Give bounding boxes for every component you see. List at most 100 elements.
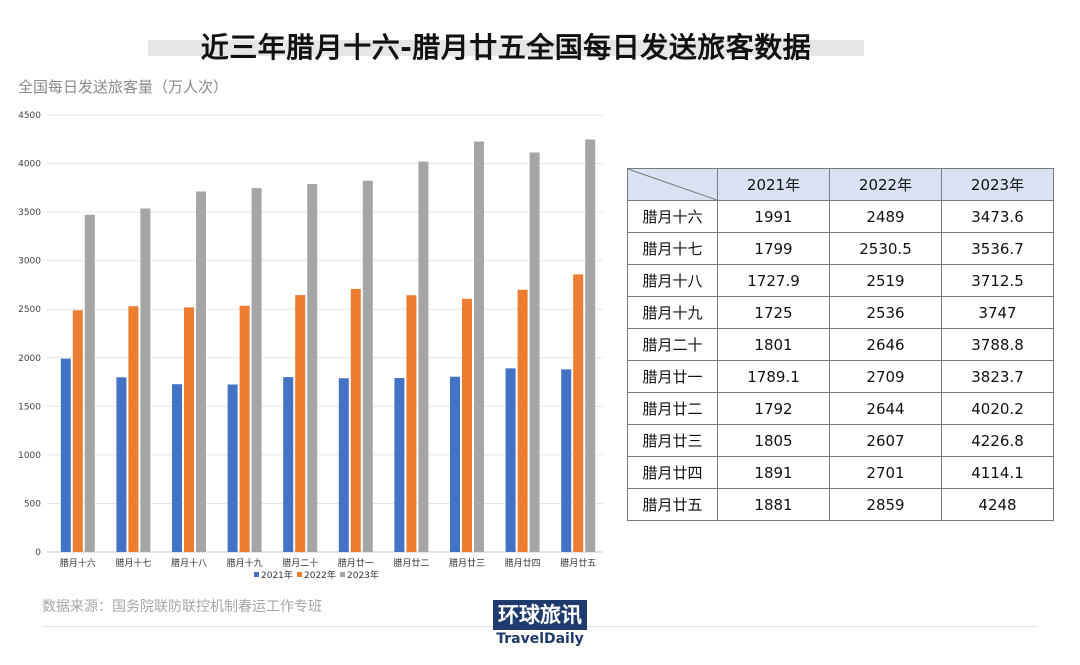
x-tick-label: 腊月廿四 <box>505 557 541 569</box>
bar-2021 <box>227 384 238 552</box>
row-label: 腊月廿二 <box>627 392 718 425</box>
title-highlight <box>148 40 864 56</box>
legend-label-2022: 2022年 <box>304 569 336 581</box>
y-tick-label: 4000 <box>18 160 41 170</box>
bar-2023 <box>585 139 596 553</box>
bar-2021 <box>505 368 516 552</box>
x-tick-label: 腊月廿二 <box>393 557 429 569</box>
table-row: 腊月十八 1727.9 2519 3712.5 <box>627 264 1054 297</box>
bar-2021 <box>283 377 294 552</box>
cell-2022: 2701 <box>829 456 942 489</box>
y-tick-label: 3000 <box>18 257 41 267</box>
y-tick-label: 0 <box>35 548 41 558</box>
row-label: 腊月十九 <box>627 296 718 329</box>
cell-2022: 2859 <box>829 488 942 521</box>
cell-2022: 2709 <box>829 360 942 393</box>
y-tick-label: 3500 <box>18 208 41 218</box>
table-header-2023: 2023年 <box>941 168 1054 201</box>
bar-2022 <box>517 289 528 552</box>
x-tick-label: 腊月十八 <box>171 557 207 569</box>
legend-swatch-2022 <box>297 572 302 577</box>
chart-subtitle: 全国每日发送旅客量（万人次） <box>18 78 229 96</box>
cell-2021: 1792 <box>717 392 830 425</box>
bar-2021 <box>394 377 405 552</box>
row-label: 腊月十七 <box>627 232 718 265</box>
cell-2023: 3473.6 <box>941 200 1054 233</box>
bar-2023 <box>362 180 373 552</box>
table-row: 腊月廿四 1891 2701 4114.1 <box>627 456 1054 489</box>
bar-2023 <box>474 141 484 552</box>
bar-2022 <box>295 295 306 552</box>
cell-2023: 4020.2 <box>941 392 1054 425</box>
y-tick-label: 1000 <box>18 451 41 461</box>
table-row: 腊月十九 1725 2536 3747 <box>627 296 1054 329</box>
y-tick-label: 2000 <box>18 354 41 364</box>
legend-label-2023: 2023年 <box>347 569 379 581</box>
bar-2023 <box>529 152 540 553</box>
row-label: 腊月廿一 <box>627 360 718 393</box>
y-tick-label: 1500 <box>18 402 41 412</box>
row-label: 腊月十八 <box>627 264 718 297</box>
cell-2021: 1805 <box>717 424 830 457</box>
row-label: 腊月廿三 <box>627 424 718 457</box>
travel-daily-logo: 环球旅讯 TravelDaily <box>484 600 596 647</box>
cell-2021: 1789.1 <box>717 360 830 393</box>
cell-2022: 2607 <box>829 424 942 457</box>
x-tick-label: 腊月廿一 <box>338 557 374 569</box>
x-tick-label: 腊月廿三 <box>449 557 485 569</box>
table-row: 腊月廿五 1881 2859 4248 <box>627 488 1054 521</box>
bar-2023 <box>251 188 262 552</box>
table-row: 腊月十七 1799 2530.5 3536.7 <box>627 232 1054 265</box>
cell-2022: 2646 <box>829 328 942 361</box>
table-row: 腊月廿二 1792 2644 4020.2 <box>627 392 1054 425</box>
table-header-row: 2021年 2022年 2023年 <box>627 168 1054 201</box>
bar-2023 <box>418 161 429 552</box>
corner-diagonal <box>628 169 717 200</box>
row-label: 腊月廿四 <box>627 456 718 489</box>
logo-en: TravelDaily <box>496 631 584 647</box>
x-tick-label: 腊月廿五 <box>560 557 596 569</box>
bar-2021 <box>450 376 460 552</box>
bar-2022 <box>72 310 83 552</box>
cell-2023: 4248 <box>941 488 1054 521</box>
cell-2023: 3536.7 <box>941 232 1054 265</box>
cell-2023: 3823.7 <box>941 360 1054 393</box>
cell-2023: 4226.8 <box>941 424 1054 457</box>
bar-chart: 0 500 1000 1500 2000 2500 3000 3500 4000 4500 腊月十六… <box>18 111 603 581</box>
cell-2021: 1727.9 <box>717 264 830 297</box>
table-row: 腊月十六 1991 2489 3473.6 <box>627 200 1054 233</box>
legend-label-2021: 2021年 <box>261 569 293 581</box>
bar-2022 <box>350 288 361 552</box>
page-title: 近三年腊月十六-腊月廿五全国每日发送旅客数据 <box>200 31 812 64</box>
bar-2021 <box>116 377 127 552</box>
x-tick-label: 腊月十六 <box>60 557 96 569</box>
bar-2021 <box>561 369 572 552</box>
table-corner-cell <box>627 168 718 201</box>
cell-2022: 2536 <box>829 296 942 329</box>
cell-2022: 2519 <box>829 264 942 297</box>
row-label: 腊月廿五 <box>627 488 718 521</box>
table-header-2022: 2022年 <box>829 168 942 201</box>
table-row: 腊月二十 1801 2646 3788.8 <box>627 328 1054 361</box>
logo-cn: 环球旅讯 <box>493 600 587 630</box>
bar-2023 <box>307 184 318 552</box>
bar-2021 <box>172 384 182 552</box>
cell-2021: 1881 <box>717 488 830 521</box>
cell-2021: 1799 <box>717 232 830 265</box>
bar-2021 <box>60 358 71 552</box>
legend-swatch-2021 <box>254 572 259 577</box>
y-tick-label: 4500 <box>18 111 41 121</box>
cell-2022: 2489 <box>829 200 942 233</box>
bar-2023 <box>84 214 95 552</box>
bar-2022 <box>573 274 584 552</box>
bar-2022 <box>406 295 417 552</box>
bar-2023 <box>140 208 151 553</box>
legend-swatch-2023 <box>340 572 345 577</box>
x-tick-label: 腊月十九 <box>227 557 263 569</box>
row-label: 腊月二十 <box>627 328 718 361</box>
y-tick-label: 500 <box>24 499 41 509</box>
bar-2021 <box>338 378 349 552</box>
table-row: 腊月廿三 1805 2607 4226.8 <box>627 424 1054 457</box>
cell-2023: 4114.1 <box>941 456 1054 489</box>
row-label: 腊月十六 <box>627 200 718 233</box>
